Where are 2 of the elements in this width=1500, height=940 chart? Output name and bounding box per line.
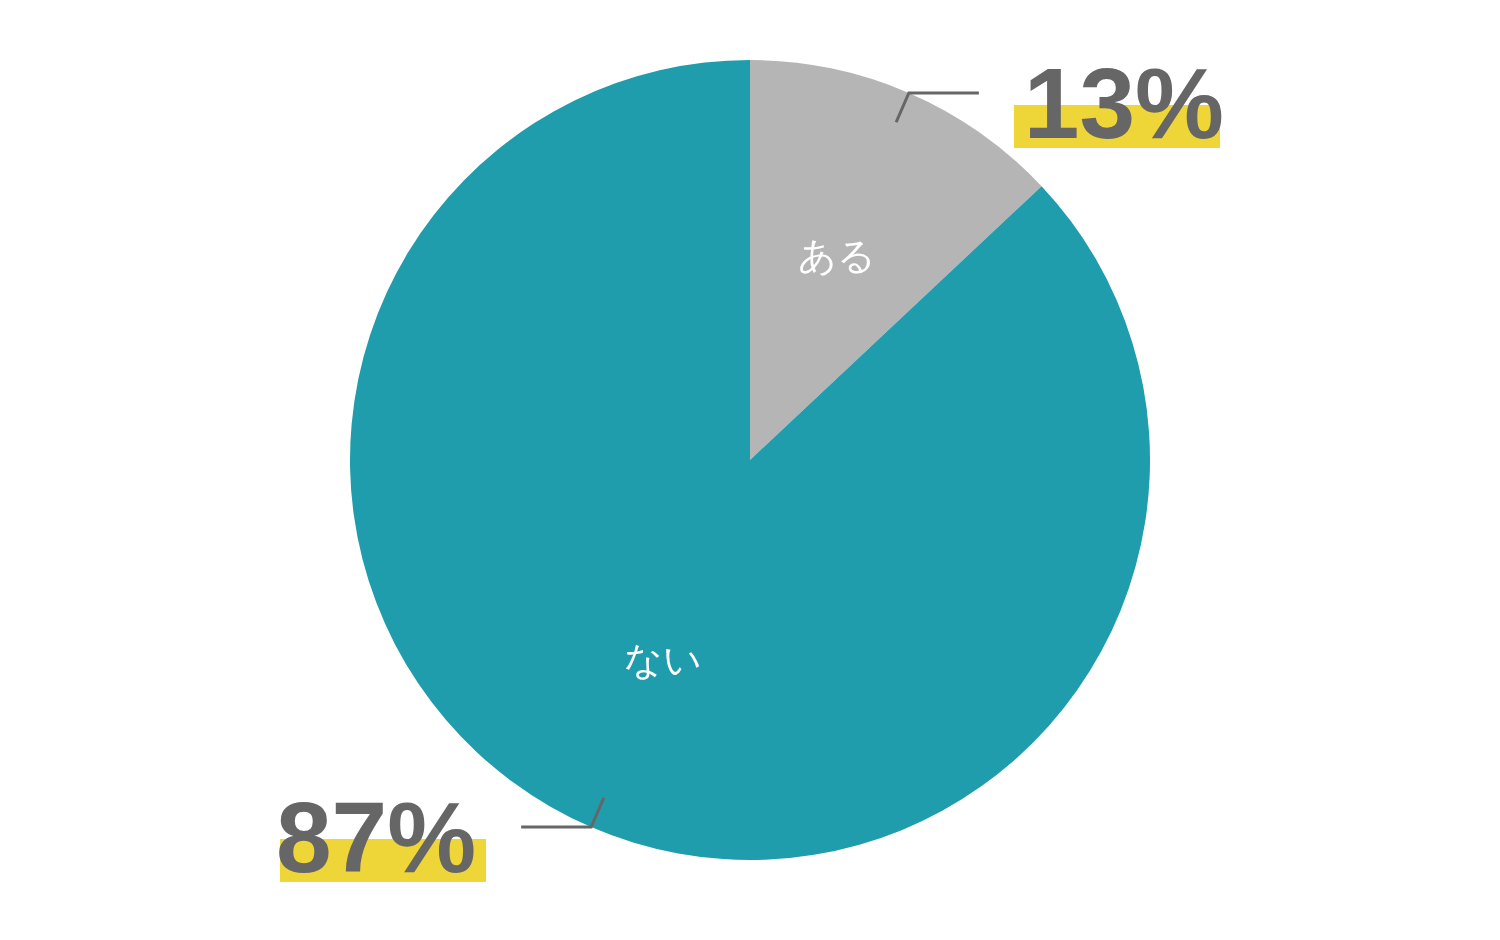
slice-label: ある (798, 234, 877, 279)
slice-label: ない (623, 637, 702, 682)
